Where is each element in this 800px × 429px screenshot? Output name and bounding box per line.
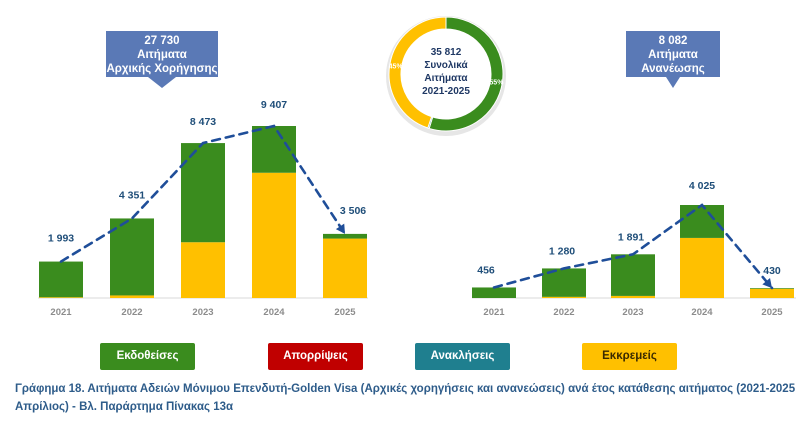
x-tick-label: 2024 [691, 307, 713, 318]
donut-total-years: 2021-2025 [422, 86, 470, 97]
bar-pending-2022 [110, 295, 154, 298]
donut-slice-label: 45% [389, 64, 404, 71]
legend-rejected: Απορρίψεις [268, 343, 363, 370]
renewal-callout-line2: Αιτήματα [648, 49, 698, 61]
initial-requests-callout: 27 730 Αιτήματα Αρχικής Χορήγησης [106, 31, 218, 88]
renewal-requests-callout: 8 082 Αιτήματα Ανανέωσης [626, 31, 720, 88]
caption-line-1: Γράφημα 18. Αιτήματα Αδειών Μόνιμου Επεν… [15, 383, 796, 395]
total-requests-donut: 55%0%45% 35 812 Συνολικά Αιτήματα 2021-2… [386, 16, 506, 136]
figure-caption: Γράφημα 18. Αιτήματα Αδειών Μόνιμου Επεν… [15, 380, 800, 416]
bar-total-label: 1 891 [618, 231, 644, 243]
x-tick-label: 2021 [50, 307, 72, 318]
bar-pending-2022 [542, 296, 586, 298]
chart-canvas: 27 730 Αιτήματα Αρχικής Χορήγησης 8 082 … [38, 16, 796, 318]
bar-issued-2024 [680, 205, 724, 238]
bar-total-label: 9 407 [261, 99, 287, 111]
bar-pending-2025 [750, 288, 794, 298]
bar-issued-2023 [181, 143, 225, 243]
donut-total-label2: Αιτήματα [424, 73, 468, 84]
trend-line [59, 124, 347, 263]
initial-callout-line3: Αρχικής Χορήγησης [107, 63, 218, 75]
trend-line [492, 203, 774, 290]
bar-total-label: 1 993 [48, 233, 74, 245]
renewal-callout-line3: Ανανέωσης [641, 63, 705, 75]
bar-pending-2025 [323, 238, 367, 298]
donut-total-label: Συνολικά [424, 60, 468, 71]
x-tick-label: 2021 [483, 307, 505, 318]
bar-issued-2023 [611, 254, 655, 296]
bar-issued-2022 [110, 218, 154, 296]
donut-total-count: 35 812 [431, 47, 462, 58]
bar-issued-2025 [323, 233, 367, 239]
bar-issued-2021 [472, 287, 516, 298]
legend-issued: Εκδοθείσες [100, 343, 195, 370]
bar-total-label: 4 025 [689, 180, 715, 192]
bar-pending-2023 [611, 295, 655, 298]
donut-hole [401, 29, 491, 119]
bar-total-label: 3 506 [340, 205, 366, 217]
renewal-callout-count: 8 082 [659, 35, 688, 47]
donut-slice-label: 55% [489, 80, 504, 87]
x-tick-label: 2025 [761, 307, 783, 318]
x-tick-label: 2022 [553, 307, 574, 318]
trend-arrowhead [762, 277, 772, 289]
x-tick-label: 2025 [334, 307, 356, 318]
bar-pending-2021 [39, 297, 83, 298]
renewal-requests-bar-chart: 2021 2022 2023 2024 2025 456 1 280 1 891 4 025 43… [472, 180, 796, 318]
x-tick-label: 2023 [622, 307, 643, 318]
legend-pending: Εκκρεμείς [582, 343, 677, 370]
initial-callout-count: 27 730 [144, 35, 179, 47]
bar-pending-2024 [680, 237, 724, 298]
renewal-callout-shape [626, 31, 720, 88]
bar-issued-2021 [39, 261, 83, 298]
initial-requests-bar-chart: 2021 2022 2023 2024 2025 1 993 4 351 8 473 9 407… [38, 99, 368, 318]
initial-callout-line2: Αιτήματα [137, 49, 187, 61]
bar-total-label: 4 351 [119, 189, 145, 201]
x-tick-label: 2023 [192, 307, 213, 318]
bar-pending-2023 [181, 242, 225, 298]
initial-callout-shape [106, 31, 218, 88]
caption-line-2: Απρίλιος) - Βλ. Παράρτημα Πίνακας 13α [15, 401, 234, 413]
trend-arrowhead [335, 223, 345, 234]
x-tick-label: 2022 [121, 307, 142, 318]
bar-total-label: 8 473 [190, 116, 216, 128]
x-tick-label: 2024 [263, 307, 285, 318]
bar-total-label: 456 [477, 264, 495, 276]
legend-withdrawn: Ανακλήσεις [415, 343, 510, 370]
bar-total-label: 430 [763, 265, 781, 277]
bar-pending-2024 [252, 172, 296, 298]
bar-total-label: 1 280 [549, 245, 575, 257]
